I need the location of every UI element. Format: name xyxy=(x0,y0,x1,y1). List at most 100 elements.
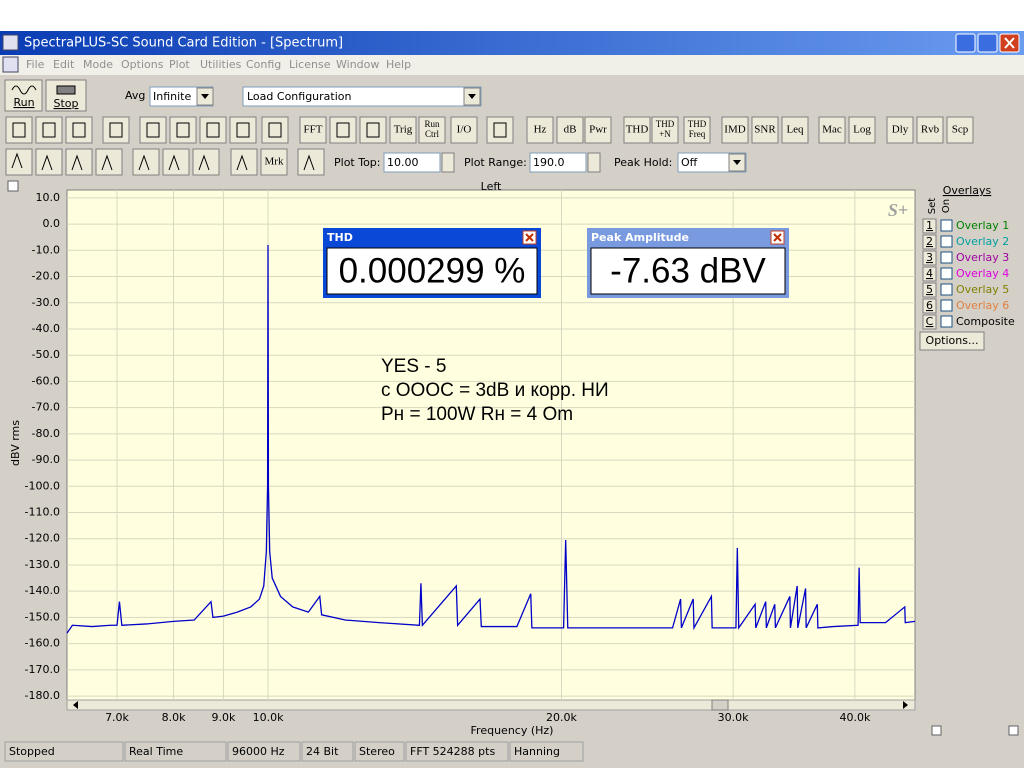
icon-button[interactable] xyxy=(139,116,167,144)
overlay-set-button[interactable] xyxy=(922,218,937,234)
tool-button[interactable] xyxy=(683,116,711,144)
run-button[interactable] xyxy=(4,79,43,112)
overlay-checkbox[interactable] xyxy=(940,283,953,296)
icon-button[interactable] xyxy=(35,116,63,144)
stop-button[interactable] xyxy=(45,79,87,112)
tool-button-label[interactable]: Pwr xyxy=(589,124,607,136)
tool-button[interactable] xyxy=(886,116,914,144)
tool-button-label[interactable]: THD xyxy=(688,119,707,129)
scrollbar[interactable] xyxy=(66,699,916,711)
expand-box[interactable] xyxy=(931,725,942,736)
overlay-set-button[interactable] xyxy=(922,282,937,298)
tool-button-label[interactable]: Freq xyxy=(689,129,706,139)
tool-button[interactable] xyxy=(651,116,679,144)
overlay-key[interactable]: 6 xyxy=(926,299,933,312)
tool-button[interactable] xyxy=(818,116,846,144)
tool-button-label[interactable]: THD xyxy=(656,119,675,129)
options-button[interactable] xyxy=(919,331,985,351)
expand-box[interactable] xyxy=(1008,725,1019,736)
tool-button-label[interactable]: +N xyxy=(659,129,671,139)
tool-button-label[interactable]: Leq xyxy=(786,124,804,136)
overlay-checkbox[interactable] xyxy=(940,219,953,232)
spinner[interactable] xyxy=(587,152,601,173)
overlay-checkbox[interactable] xyxy=(940,267,953,280)
icon-button[interactable] xyxy=(132,148,160,176)
menu-item[interactable]: License xyxy=(289,58,331,71)
tool-button-label[interactable]: IMD xyxy=(724,124,745,136)
overlay-checkbox[interactable] xyxy=(940,251,953,264)
overlay-set-button[interactable] xyxy=(922,298,937,314)
tool-button[interactable] xyxy=(916,116,944,144)
tool-button-label[interactable]: Log xyxy=(853,124,871,136)
plot-top-value[interactable]: 10.00 xyxy=(387,156,419,169)
tool-button[interactable] xyxy=(556,116,584,144)
collapse-box[interactable] xyxy=(7,180,19,192)
restore-button[interactable] xyxy=(977,33,998,53)
plot-top-input[interactable] xyxy=(383,152,441,173)
tool-button[interactable] xyxy=(781,116,809,144)
minimize-button[interactable] xyxy=(955,33,976,53)
menu-item[interactable]: Edit xyxy=(53,58,75,71)
peak-hold-value[interactable]: Off xyxy=(681,156,698,169)
icon-button[interactable] xyxy=(5,148,33,176)
spinner[interactable] xyxy=(441,152,455,173)
menu-item[interactable]: Window xyxy=(336,58,379,71)
tool-button[interactable] xyxy=(418,116,446,144)
icon-button[interactable] xyxy=(229,116,257,144)
tool-button-label[interactable]: Run xyxy=(424,119,440,129)
menu-item[interactable]: File xyxy=(26,58,45,71)
tool-button-label[interactable]: THD xyxy=(626,124,649,136)
tool-button-label[interactable]: dB xyxy=(564,124,577,136)
options-label[interactable]: Options... xyxy=(926,334,979,347)
overlay-set-button[interactable] xyxy=(922,250,937,266)
icon-button[interactable] xyxy=(65,116,93,144)
tool-button-label[interactable]: Trig xyxy=(394,124,413,136)
overlay-set-button[interactable] xyxy=(922,266,937,282)
icon-button[interactable] xyxy=(329,116,357,144)
menu-item[interactable]: Plot xyxy=(169,58,190,71)
overlay-key[interactable]: C xyxy=(926,315,934,328)
icon-button[interactable] xyxy=(169,116,197,144)
tool-button-label[interactable]: Ctrl xyxy=(425,129,440,139)
config-dropdown[interactable] xyxy=(242,86,482,107)
tool-button-label[interactable]: Dly xyxy=(892,124,909,136)
icon-button[interactable] xyxy=(359,116,387,144)
tool-button[interactable] xyxy=(526,116,554,144)
tool-button[interactable] xyxy=(389,116,417,144)
icon-button[interactable] xyxy=(102,116,130,144)
menu-item[interactable]: Options xyxy=(121,58,164,71)
tool-button[interactable] xyxy=(721,116,749,144)
icon-button[interactable] xyxy=(5,116,33,144)
plot-range-value[interactable]: 190.0 xyxy=(533,156,565,169)
overlay-checkbox[interactable] xyxy=(940,299,953,312)
marker-button[interactable] xyxy=(260,148,288,176)
overlay-checkbox[interactable] xyxy=(940,315,953,328)
icon-button[interactable] xyxy=(261,116,289,144)
tool-button-label[interactable]: Mac xyxy=(822,124,842,136)
overlay-key[interactable]: 5 xyxy=(926,283,933,296)
overlay-set-button[interactable] xyxy=(922,234,937,250)
plot-range-input[interactable] xyxy=(529,152,587,173)
scroll-thumb[interactable] xyxy=(711,699,729,711)
overlay-key[interactable]: 1 xyxy=(926,219,933,232)
tool-button-label[interactable]: FFT xyxy=(304,124,323,136)
tool-button[interactable] xyxy=(450,116,478,144)
tool-button[interactable] xyxy=(584,116,612,144)
tool-button-label[interactable]: Scp xyxy=(952,124,969,136)
icon-button[interactable] xyxy=(486,116,514,144)
overlay-set-button[interactable] xyxy=(922,314,937,330)
tool-button-label[interactable]: Rvb xyxy=(921,124,940,136)
marker-label[interactable]: Mrk xyxy=(265,156,284,168)
tool-button[interactable] xyxy=(623,116,651,144)
menu-item[interactable]: Mode xyxy=(83,58,113,71)
overlay-key[interactable]: 2 xyxy=(926,235,933,248)
tool-button-label[interactable]: Hz xyxy=(534,124,547,136)
overlay-key[interactable]: 3 xyxy=(926,251,933,264)
overlay-key[interactable]: 4 xyxy=(926,267,933,280)
menu-item[interactable]: Utilities xyxy=(200,58,242,71)
tool-button[interactable] xyxy=(751,116,779,144)
tool-button-label[interactable]: SNR xyxy=(754,124,776,136)
tool-button[interactable] xyxy=(299,116,327,144)
menu-item[interactable]: Help xyxy=(386,58,411,71)
icon-button[interactable] xyxy=(199,116,227,144)
